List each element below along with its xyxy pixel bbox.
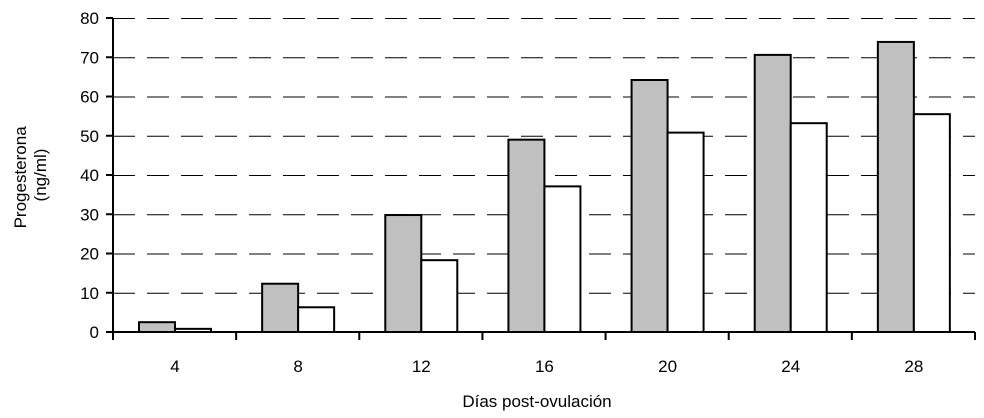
bar-s1-28: [876, 40, 915, 333]
x-tick-label-12: 12: [412, 357, 431, 376]
bar-s1-12: [384, 214, 423, 333]
x-tick-label-24: 24: [781, 357, 800, 376]
y-tick-label-10: 10: [80, 284, 99, 303]
y-tick-label-30: 30: [80, 205, 99, 224]
bars: [138, 40, 951, 334]
x-tick-labels: 4 8 12 16 20 24 28: [170, 357, 923, 376]
y-axis-title-line-1: Progesterona: [11, 126, 30, 229]
y-tick-label-80: 80: [80, 9, 99, 28]
x-axis-title: Días post-ovulación: [462, 392, 611, 411]
y-tick-label-40: 40: [80, 166, 99, 185]
y-tick-label-70: 70: [80, 48, 99, 67]
y-gridlines: [113, 18, 975, 294]
x-tick-label-28: 28: [904, 357, 923, 376]
y-tick-label-50: 50: [80, 127, 99, 146]
bar-s1-8: [261, 282, 300, 334]
x-tick-label-20: 20: [658, 357, 677, 376]
y-axis-title-line-2: (ng/ml): [31, 149, 50, 202]
bar-s1-24: [753, 53, 792, 334]
bar-s2-16: [543, 185, 582, 333]
bar-s2-28: [912, 113, 951, 333]
axes: [106, 17, 976, 340]
y-axis-title: Progesterona (ng/ml): [11, 122, 50, 229]
bar-s1-20: [630, 79, 669, 333]
bar-s2-20: [666, 131, 705, 333]
y-tick-label-60: 60: [80, 88, 99, 107]
bar-s2-8: [297, 306, 336, 333]
x-tick-label-4: 4: [170, 357, 179, 376]
x-tick-label-8: 8: [293, 357, 302, 376]
y-tick-labels: 0 10 20 30 40 50 60 70 80: [80, 9, 99, 342]
bar-s1-4: [138, 321, 176, 333]
bar-s2-12: [420, 259, 459, 333]
x-tick-label-16: 16: [535, 357, 554, 376]
y-tick-label-0: 0: [90, 323, 99, 342]
bar-s1-16: [507, 138, 546, 333]
y-tick-label-20: 20: [80, 245, 99, 264]
bar-s2-24: [789, 122, 828, 333]
